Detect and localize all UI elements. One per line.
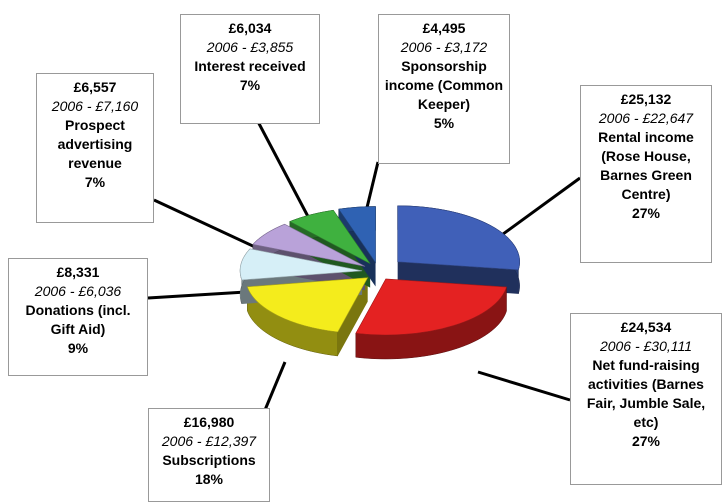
category-label: Interest received: [194, 58, 306, 74]
prior-label: 2006 - £7,160: [51, 98, 139, 114]
prior-label: 2006 - £30,111: [599, 338, 693, 354]
value-label: £6,034: [228, 20, 272, 36]
slice-wall: [397, 205, 519, 294]
callout-box: £4,495 2006 - £3,172 Sponsorship income (C…: [378, 14, 510, 164]
slice: [289, 209, 371, 264]
prior-label: 2006 - £6,036: [34, 283, 122, 299]
slice: [397, 205, 520, 271]
slice: [355, 278, 507, 336]
percent-label: 5%: [433, 115, 455, 131]
category-label: Rental income (Rose House, Barnes Green …: [598, 129, 694, 202]
category-label: Prospect advertising revenue: [57, 117, 133, 171]
callout-box: £16,980 2006 - £12,397 Subscriptions 18%: [148, 408, 270, 502]
category-label: Sponsorship income (Common Keeper): [384, 58, 504, 112]
callout-box: £6,034 2006 - £3,855 Interest received 7%: [180, 14, 320, 124]
percent-label: 7%: [239, 77, 261, 93]
leader-line: [253, 115, 315, 227]
value-label: £4,495: [422, 20, 466, 36]
leader-line: [477, 370, 571, 402]
category-label: Subscriptions: [162, 452, 256, 468]
prior-label: 2006 - £3,855: [206, 39, 294, 55]
value-label: £25,132: [620, 91, 672, 107]
callout-box: £6,557 2006 - £7,160 Prospect advertising …: [36, 73, 154, 223]
leader-line: [147, 290, 247, 300]
percent-label: 27%: [631, 205, 661, 221]
slice: [252, 223, 366, 267]
slice: [338, 206, 376, 264]
value-label: £6,557: [73, 79, 117, 95]
percent-label: 18%: [194, 471, 224, 487]
category-label: Donations (incl. Gift Aid): [25, 302, 131, 337]
leader-line: [153, 198, 271, 256]
slice: [239, 248, 363, 281]
leader-line: [263, 361, 287, 411]
callout-box: £25,132 2006 - £22,647 Rental income (Rose…: [580, 85, 712, 263]
value-label: £24,534: [620, 319, 672, 335]
slice: [246, 277, 369, 333]
percent-label: 7%: [84, 174, 106, 190]
value-label: £16,980: [183, 414, 235, 430]
percent-label: 9%: [67, 340, 89, 356]
callout-box: £24,534 2006 - £30,111 Net fund-raising ac…: [570, 313, 722, 485]
percent-label: 27%: [631, 433, 661, 449]
category-label: Net fund-raising activities (Barnes Fair…: [586, 357, 706, 430]
prior-label: 2006 - £22,647: [598, 110, 694, 126]
callout-box: £8,331 2006 - £6,036 Donations (incl. Gift…: [8, 258, 148, 376]
value-label: £8,331: [56, 264, 100, 280]
prior-label: 2006 - £3,172: [400, 39, 488, 55]
prior-label: 2006 - £12,397: [161, 433, 257, 449]
